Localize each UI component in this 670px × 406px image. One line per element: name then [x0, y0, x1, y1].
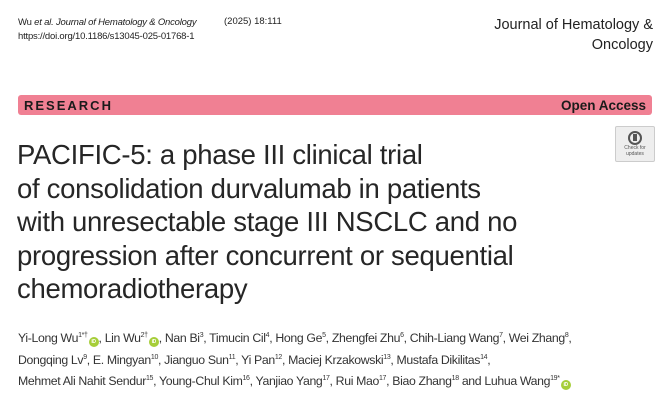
- separator: ,: [86, 352, 93, 367]
- affiliation-sup: 16: [242, 375, 250, 382]
- separator: ,: [158, 352, 165, 367]
- separator: ,: [502, 331, 509, 345]
- author-name: Chih-Liang Wang: [409, 331, 500, 345]
- affiliation-sup: 11: [228, 353, 236, 361]
- orcid-icon[interactable]: iD: [88, 337, 99, 347]
- author-name: Mustafa Dikilitas: [396, 352, 481, 367]
- journal-name-line: Oncology: [591, 37, 653, 53]
- author-name: Yanjiao Yang: [255, 374, 323, 388]
- separator: ,: [235, 352, 242, 367]
- separator: ,: [325, 331, 332, 345]
- affiliation-sup: 3: [199, 332, 204, 339]
- author-name: Jianguo Sun: [164, 352, 229, 367]
- check-label: updates: [626, 151, 644, 157]
- affiliation-sup: 5: [322, 332, 326, 339]
- author-name: Wei Zhang: [508, 331, 565, 345]
- journal-name: Journal of Hematology & Oncology: [494, 15, 653, 55]
- title-line: chemoradiotherapy: [17, 273, 248, 304]
- affiliation-sup: 8: [564, 332, 569, 339]
- author-name: Timucin Cil: [209, 331, 266, 345]
- separator: ,: [158, 331, 165, 345]
- cite-journal: Journal of Hematology & Oncology: [53, 17, 197, 28]
- author-name: Yi-Long Wu: [18, 331, 79, 345]
- citation: Wu et al. Journal of Hematology & Oncolo…: [18, 16, 197, 44]
- orcid-icon[interactable]: iD: [560, 380, 571, 390]
- separator: ,: [329, 374, 336, 388]
- orcid-icon[interactable]: iD: [148, 337, 159, 347]
- cite-authors: Wu: [18, 17, 35, 28]
- author-name: Dongqing Lv: [18, 352, 84, 367]
- affiliation-sup: 17: [322, 375, 330, 382]
- separator: ,: [390, 352, 397, 367]
- separator: ,: [249, 374, 256, 388]
- author-name: Lin Wu: [104, 331, 141, 345]
- separator: ,: [98, 331, 105, 345]
- affiliation-sup: 14: [480, 353, 488, 361]
- check-label: Check for: [624, 145, 646, 151]
- affiliation-sup: 1*†: [78, 332, 88, 339]
- author-list: Yi-Long Wu1*†iD, Lin Wu2†iD, Nan Bi3, Ti…: [18, 328, 572, 393]
- author-name: Zhengfei Zhu: [331, 331, 401, 345]
- title-line: progression after concurrent or sequenti…: [17, 239, 514, 271]
- affiliation-sup: 4: [265, 332, 270, 339]
- check-for-updates-icon: [628, 131, 642, 145]
- article-title: PACIFIC-5: a phase III clinical trial of …: [17, 138, 597, 306]
- author-line: Mehmet Ali Nahit Sendur15, Young-Chul Ki…: [18, 371, 571, 393]
- author-name: Luhua Wang: [484, 374, 551, 388]
- author-line: Yi-Long Wu1*†iD, Lin Wu2†iD, Nan Bi3, Ti…: [18, 328, 572, 350]
- check-for-updates-button[interactable]: Check for updates: [615, 126, 655, 162]
- affiliation-sup: 17: [379, 375, 387, 382]
- article-type: RESEARCH: [24, 97, 113, 113]
- separator: ,: [568, 331, 572, 345]
- affiliation-sup: 12: [274, 353, 282, 361]
- author-name: Maciej Krzakowski: [288, 352, 384, 367]
- author-name: Rui Mao: [335, 374, 380, 388]
- article-type-band: RESEARCH Open Access: [18, 95, 652, 115]
- separator: ,: [153, 374, 159, 388]
- separator: ,: [203, 331, 210, 345]
- affiliation-sup: 2†: [140, 332, 148, 339]
- journal-name-line: Journal of Hematology &: [494, 17, 653, 33]
- separator: ,: [403, 331, 410, 345]
- affiliation-sup: 18: [451, 375, 459, 382]
- title-line: with unresectable stage III NSCLC and no: [17, 206, 518, 237]
- separator: ,: [386, 374, 393, 388]
- affiliation-sup: 19*: [550, 375, 560, 382]
- separator: ,: [269, 331, 276, 345]
- title-line: of consolidation durvalumab in patients: [17, 172, 481, 204]
- author-name: Young-Chul Kim: [158, 374, 243, 388]
- affiliation-sup: 15: [145, 375, 154, 382]
- author-name: Yi Pan: [241, 352, 275, 367]
- title-line: PACIFIC-5: a phase III clinical trial: [17, 139, 423, 170]
- affiliation-sup: 9: [83, 353, 87, 361]
- author-name: Nan Bi: [164, 331, 200, 345]
- affiliation-sup: 10: [150, 353, 158, 361]
- author-name: Mehmet Ali Nahit Sendur: [18, 374, 146, 388]
- separator: and: [458, 374, 485, 388]
- author-line: Dongqing Lv9, E. Mingyan10, Jianguo Sun1…: [18, 350, 571, 372]
- cite-etal: et al.: [34, 17, 54, 28]
- affiliation-sup: 13: [383, 353, 391, 361]
- author-name: Biao Zhang: [392, 374, 452, 388]
- open-access-label: Open Access: [560, 97, 646, 113]
- affiliation-sup: 6: [400, 332, 404, 339]
- separator: ,: [487, 352, 491, 367]
- author-name: Hong Ge: [275, 331, 323, 345]
- author-name: E. Mingyan: [92, 352, 151, 367]
- doi-link[interactable]: https://doi.org/10.1186/s13045-025-01768…: [18, 31, 195, 42]
- volume: (2025) 18:111: [224, 16, 282, 27]
- affiliation-sup: 7: [499, 332, 503, 339]
- separator: ,: [281, 352, 289, 367]
